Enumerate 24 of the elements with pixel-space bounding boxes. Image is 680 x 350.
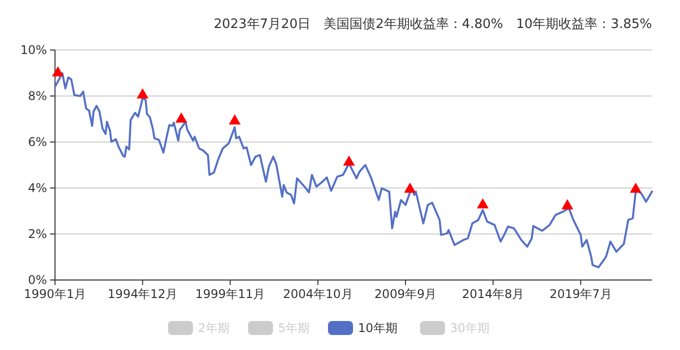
point <box>562 199 574 210</box>
x-tick-label: 1999年11月 <box>195 287 266 301</box>
legend-label: 10年期 <box>358 321 398 336</box>
y-tick-label: 8% <box>28 89 47 104</box>
point <box>175 112 188 123</box>
point <box>630 182 642 193</box>
point <box>404 182 416 193</box>
x-tick-label: 2004年10月 <box>282 287 353 301</box>
point <box>228 114 241 124</box>
chart-title: 2023年7月20日 美国国债2年期收益率：4.80% 10年期收益率：3.85% <box>214 16 652 32</box>
x-tick-label: 2019年7月 <box>550 287 612 301</box>
y-tick-label: 2% <box>28 227 47 242</box>
x-tick-label: 1994年12月 <box>108 287 178 301</box>
y-tick-label: 0% <box>28 273 47 288</box>
y-tick-label: 10% <box>20 43 47 58</box>
x-tick-label: 2014年8月 <box>462 287 524 301</box>
point <box>343 155 355 166</box>
y-tick-label: 4% <box>28 181 47 196</box>
x-tick-label: 1990年1月 <box>24 287 86 301</box>
point <box>52 66 64 76</box>
x-tick-label: 2009年9月 <box>374 287 437 301</box>
point <box>136 88 148 98</box>
point <box>476 198 489 208</box>
y-tick-label: 6% <box>28 135 47 150</box>
